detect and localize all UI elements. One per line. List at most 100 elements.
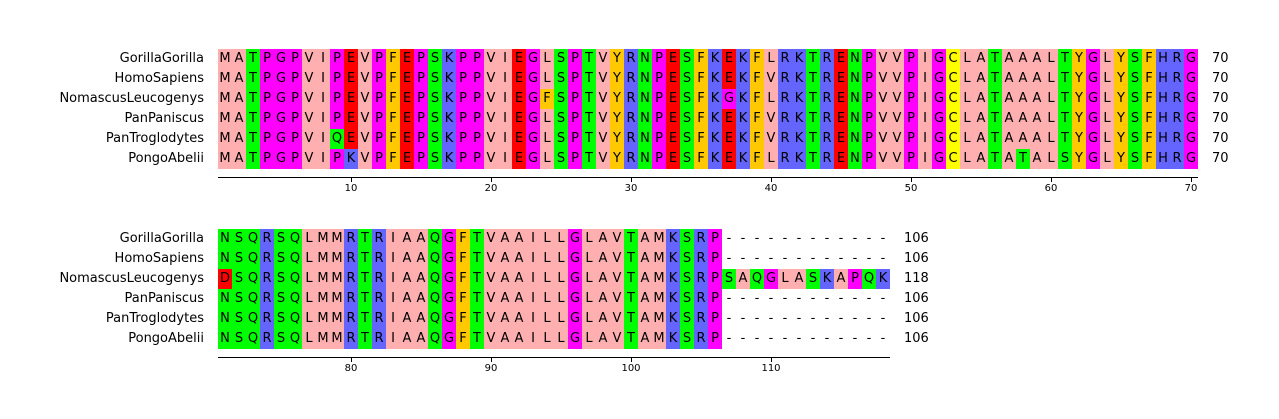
residue-cell: Y [1072,49,1086,69]
residue-cell: V [484,89,498,109]
residue-cell: G [274,69,288,89]
residue-cell: I [316,89,330,109]
residue-cell: T [624,249,638,269]
residue-cell: E [722,129,736,149]
residue-cell: H [1156,69,1170,89]
residue-cell: M [330,229,344,249]
residue-cell: Y [610,49,624,69]
residue-cell: I [386,269,400,289]
residue-cell: M [218,109,232,129]
residue-cell: S [806,269,820,289]
residue-cell: A [974,69,988,89]
residue-cell: S [274,289,288,309]
sequence-name: PongoAbelii [128,151,204,166]
sequence-end-position: 106 [904,231,929,246]
residue-cell: M [652,289,666,309]
residue-cell: V [484,109,498,129]
residue-cell: K [736,109,750,129]
residue-cell: L [1044,129,1058,149]
axis-tick [491,358,492,362]
residue-cell: P [330,49,344,69]
gap-cell: - [838,311,844,326]
residue-cell: R [372,289,386,309]
residue-cell: G [932,69,946,89]
gap-cell: - [810,231,816,246]
residue-cell: S [680,229,694,249]
residue-cell: V [358,69,372,89]
axis-tick [631,358,632,362]
residue-cell: E [344,109,358,129]
residue-cell: P [456,149,470,169]
residue-cell: S [232,309,246,329]
residue-cell: H [1156,49,1170,69]
residue-cell: P [330,149,344,169]
gap-cell: - [852,311,858,326]
residue-cell: R [372,269,386,289]
residue-cell: I [526,309,540,329]
residue-cell: R [344,269,358,289]
residue-cell: P [456,69,470,89]
residue-cell: S [680,149,694,169]
residue-cell: E [400,49,414,69]
residue-cell: G [1184,129,1198,149]
residue-cell: S [1128,89,1142,109]
residue-cell: L [1044,69,1058,89]
residue-cell: A [400,249,414,269]
gap-cell: - [824,251,830,266]
residue-cell: V [596,149,610,169]
residue-cell: R [778,69,792,89]
residue-cell: P [652,69,666,89]
residue-cell: V [596,109,610,129]
axis-tick-label: 90 [484,363,498,374]
residue-cell: G [932,49,946,69]
gap-cell: - [740,231,746,246]
residue-cell: A [414,249,428,269]
residue-cell: Q [862,269,876,289]
gap-cell: - [768,251,774,266]
gap-cell: - [796,251,802,266]
residue-cell: P [372,109,386,129]
residue-cell: G [526,129,540,149]
residue-cell: A [400,229,414,249]
residue-cell: S [554,129,568,149]
gap-cell: - [880,231,886,246]
residue-cell: R [820,49,834,69]
residue-cell: K [442,129,456,149]
gap-cell: - [866,251,872,266]
residue-cell: T [988,89,1002,109]
residue-cell: K [666,249,680,269]
gap-cell: - [796,231,802,246]
residue-cell: I [316,49,330,69]
residue-cell: A [498,289,512,309]
residue-cell: A [1002,89,1016,109]
residue-cell: A [512,269,526,289]
residue-cell: F [386,149,400,169]
residue-cell: A [1030,89,1044,109]
residue-cell: L [540,129,554,149]
residue-cell: T [988,49,1002,69]
residue-cell: G [568,309,582,329]
residue-cell: P [288,149,302,169]
residue-cell: I [498,49,512,69]
gap-cell: - [782,231,788,246]
residue-cell: P [904,69,918,89]
residue-cell: P [470,149,484,169]
residue-cell: K [442,109,456,129]
axis-tick [911,178,912,182]
gap-cell: - [726,331,732,346]
residue-cell: F [694,129,708,149]
residue-cell: A [1016,49,1030,69]
residue-cell: N [218,329,232,349]
residue-cell: N [218,229,232,249]
residue-cell: R [1170,89,1184,109]
residue-cell: R [694,289,708,309]
residue-cell: I [526,249,540,269]
sequence-end-position: 106 [904,331,929,346]
residue-cell: Q [288,249,302,269]
residue-cell: P [260,129,274,149]
residue-cell: P [708,289,722,309]
residue-cell: K [792,129,806,149]
residue-cell: Y [1072,129,1086,149]
